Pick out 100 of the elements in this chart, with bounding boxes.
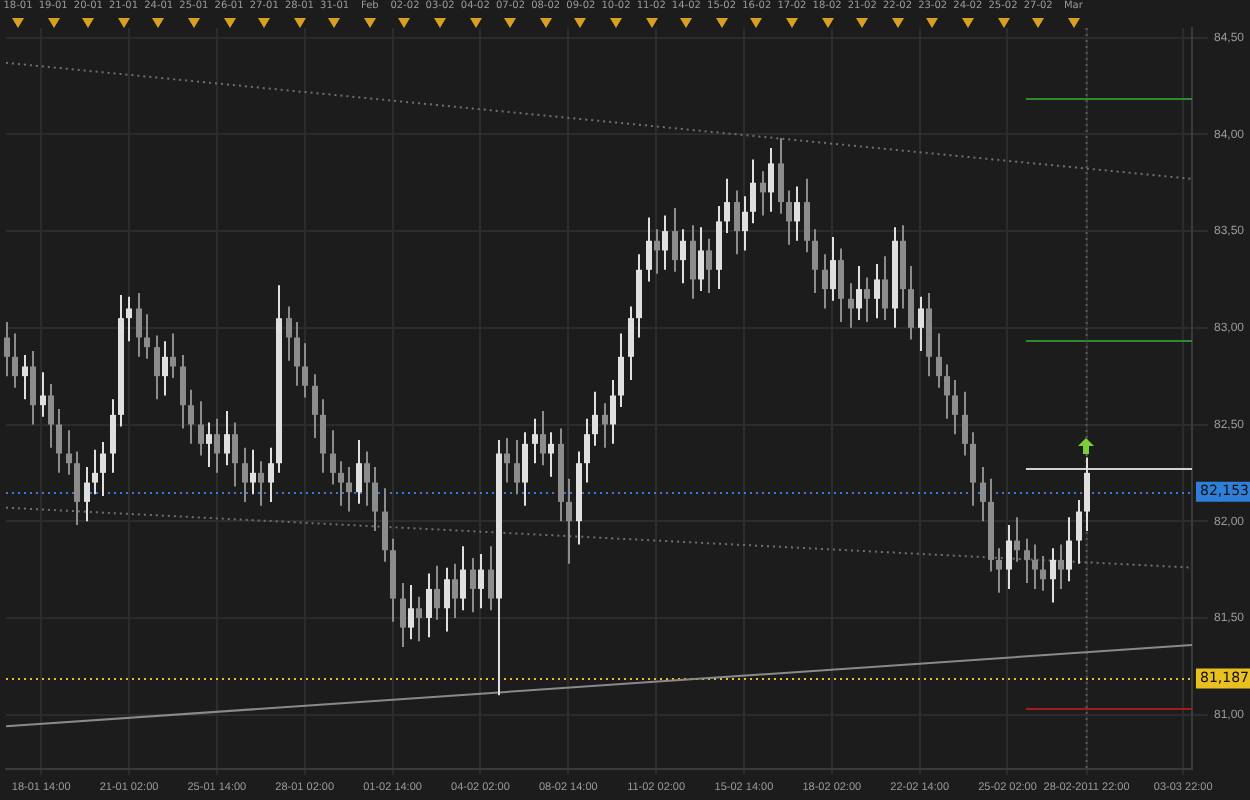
candlestick bbox=[734, 189, 740, 256]
candlestick bbox=[154, 334, 160, 401]
candlestick bbox=[690, 224, 696, 300]
candlestick bbox=[1066, 516, 1072, 583]
candlestick bbox=[936, 332, 942, 389]
candlestick bbox=[610, 379, 616, 445]
candlestick bbox=[680, 228, 686, 285]
candlestick bbox=[856, 264, 862, 322]
candlestick bbox=[74, 450, 80, 527]
candlestick bbox=[742, 195, 748, 252]
candlestick bbox=[294, 321, 300, 387]
candlestick bbox=[434, 564, 440, 621]
candlestick bbox=[874, 262, 880, 320]
candlestick bbox=[136, 291, 142, 358]
candlestick bbox=[952, 379, 958, 436]
candlestick bbox=[750, 158, 756, 225]
candlestick bbox=[452, 562, 458, 619]
candlestick bbox=[408, 584, 414, 641]
candlestick bbox=[30, 350, 36, 426]
candlestick bbox=[66, 429, 72, 476]
candlestick bbox=[338, 460, 344, 507]
candlestick bbox=[356, 438, 362, 505]
candlestick bbox=[110, 398, 116, 474]
candlestick bbox=[786, 189, 792, 246]
candlestick bbox=[566, 477, 572, 565]
candlestick bbox=[628, 305, 634, 382]
candlestick bbox=[460, 545, 466, 612]
candlestick bbox=[1084, 456, 1090, 532]
candlestick bbox=[778, 137, 784, 215]
candlestick bbox=[654, 228, 660, 275]
candlestick bbox=[4, 321, 10, 378]
candlestick bbox=[848, 282, 854, 329]
candlestick bbox=[488, 545, 494, 612]
candlestick bbox=[1050, 547, 1056, 604]
candlestick bbox=[882, 255, 888, 322]
candlestick bbox=[662, 214, 668, 271]
candlestick bbox=[584, 417, 590, 484]
candlestick bbox=[416, 595, 422, 643]
candlestick bbox=[214, 417, 220, 474]
candlestick bbox=[944, 363, 950, 420]
candlestick bbox=[724, 177, 730, 235]
candlestick bbox=[1032, 543, 1038, 590]
candlestick bbox=[224, 409, 230, 467]
candlestick bbox=[1040, 555, 1046, 592]
candlestick bbox=[320, 398, 326, 474]
candlestick bbox=[962, 390, 968, 457]
candlestick bbox=[1058, 543, 1064, 590]
candlestick bbox=[126, 295, 132, 343]
candlestick bbox=[286, 305, 292, 362]
candlestick bbox=[996, 547, 1002, 594]
candlestick bbox=[302, 342, 308, 399]
candlestick bbox=[1076, 498, 1082, 565]
candlestick bbox=[330, 429, 336, 486]
candlestick bbox=[918, 295, 924, 353]
candlestick bbox=[92, 448, 98, 496]
candlestick bbox=[822, 253, 828, 310]
candlestick bbox=[830, 235, 836, 302]
candlestick bbox=[382, 487, 388, 563]
candlestick bbox=[12, 332, 18, 389]
candlestick bbox=[672, 206, 678, 273]
candlestick bbox=[40, 371, 46, 418]
candlestick bbox=[1006, 524, 1012, 590]
candlestick bbox=[646, 216, 652, 283]
candlestick bbox=[804, 177, 810, 254]
candlestick bbox=[372, 466, 378, 532]
candlestick bbox=[522, 431, 528, 507]
candlestick bbox=[618, 332, 624, 409]
candlestick bbox=[470, 556, 476, 614]
candlestick bbox=[258, 460, 264, 507]
candlestick bbox=[794, 185, 800, 242]
candlestick bbox=[514, 438, 520, 496]
candlestick bbox=[84, 466, 90, 523]
candlestick bbox=[144, 313, 150, 360]
candlestick bbox=[760, 170, 766, 217]
candlestick bbox=[242, 446, 248, 503]
candlestick bbox=[970, 431, 976, 507]
candlestick bbox=[812, 228, 818, 294]
candlestick bbox=[268, 446, 274, 503]
candlestick bbox=[100, 440, 106, 498]
candlestick bbox=[198, 400, 204, 457]
candlestick bbox=[504, 437, 510, 484]
candlestick bbox=[838, 247, 844, 323]
candlestick bbox=[180, 353, 186, 430]
candlestick bbox=[206, 421, 212, 469]
candlestick bbox=[548, 431, 554, 478]
candlestick bbox=[444, 566, 450, 633]
candlestick bbox=[1014, 516, 1020, 563]
candlestick bbox=[400, 582, 406, 648]
candlestick bbox=[706, 237, 712, 294]
candlestick bbox=[22, 353, 28, 401]
candlestick bbox=[56, 408, 62, 474]
candlestick bbox=[908, 264, 914, 341]
candlestick bbox=[312, 373, 318, 440]
candlestick bbox=[478, 553, 484, 610]
candlestick bbox=[48, 382, 54, 449]
candlestick bbox=[864, 276, 870, 323]
candlestick bbox=[698, 226, 704, 293]
candlestick bbox=[532, 417, 538, 465]
candlestick bbox=[346, 466, 352, 513]
candlestick bbox=[980, 466, 986, 523]
